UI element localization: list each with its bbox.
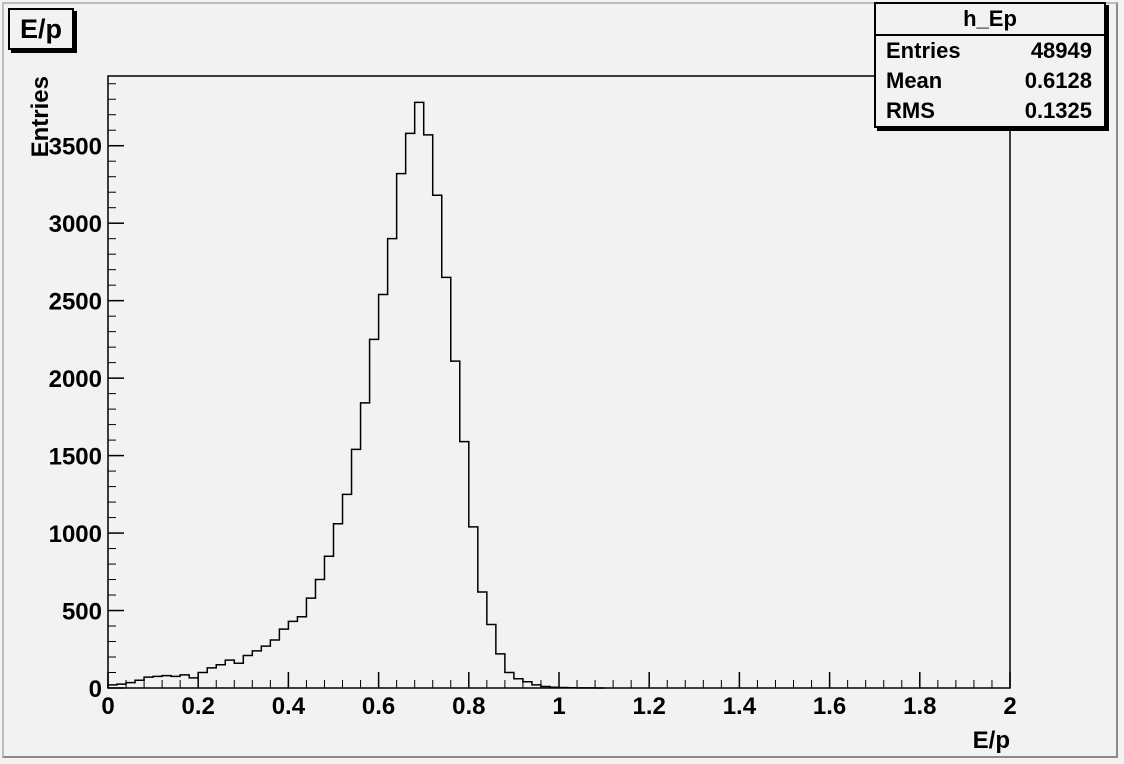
stats-histogram-name: h_Ep (876, 4, 1104, 36)
x-tick-label: 0.4 (272, 693, 306, 720)
stats-row-mean: Mean 0.6128 (876, 66, 1104, 96)
histogram-title: E/p (8, 8, 75, 50)
x-tick-label: 1.4 (723, 693, 757, 720)
x-tick-label: 1 (552, 693, 565, 720)
x-tick-label: 1.2 (633, 693, 666, 720)
stats-row-rms: RMS 0.1325 (876, 96, 1104, 126)
y-tick-label: 3000 (49, 211, 102, 238)
stats-value-rms: 0.1325 (1024, 98, 1092, 123)
y-tick-label: 500 (62, 599, 102, 626)
stats-label-rms: RMS (886, 98, 935, 123)
histogram-outline (107, 101, 605, 689)
y-tick-label: 2500 (49, 289, 102, 316)
y-tick-label: 3500 (49, 134, 102, 161)
stats-value-entries: 48949 (1030, 38, 1092, 63)
stats-box: h_Ep Entries 48949 Mean 0.6128 RMS 0.132… (874, 2, 1106, 128)
y-tick-label: 0 (89, 676, 102, 703)
y-tick-label: 1000 (49, 521, 102, 548)
stats-label-mean: Mean (886, 68, 943, 93)
x-tick-label: 0 (101, 693, 114, 720)
plot-frame (107, 75, 1011, 689)
y-tick-label: 1500 (49, 444, 102, 471)
x-tick-label: 2 (1003, 693, 1016, 720)
x-tick-label: 0.8 (452, 693, 485, 720)
x-tick-label: 1.6 (813, 693, 846, 720)
stats-value-mean: 0.6128 (1024, 68, 1092, 93)
x-tick-label: 0.2 (182, 693, 215, 720)
y-axis-title: Entries (27, 76, 54, 157)
y-tick-label: 2000 (49, 366, 102, 393)
x-tick-label: 1.8 (903, 693, 936, 720)
x-axis-title: E/p (973, 727, 1010, 754)
stats-row-entries: Entries 48949 (876, 36, 1104, 66)
x-tick-label: 0.6 (362, 693, 395, 720)
stats-label-entries: Entries (886, 38, 961, 63)
